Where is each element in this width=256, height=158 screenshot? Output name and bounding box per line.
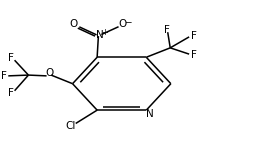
Text: O: O xyxy=(118,19,126,29)
Text: N: N xyxy=(146,109,153,119)
Text: F: F xyxy=(8,53,14,63)
Text: N: N xyxy=(96,30,103,40)
Text: F: F xyxy=(164,25,169,35)
Text: F: F xyxy=(8,88,14,98)
Text: O: O xyxy=(46,68,54,78)
Text: −: − xyxy=(124,17,132,26)
Text: F: F xyxy=(1,71,7,81)
Text: F: F xyxy=(191,31,197,41)
Text: Cl: Cl xyxy=(66,121,76,131)
Text: +: + xyxy=(101,28,108,37)
Text: F: F xyxy=(191,50,197,60)
Text: O: O xyxy=(70,19,78,29)
